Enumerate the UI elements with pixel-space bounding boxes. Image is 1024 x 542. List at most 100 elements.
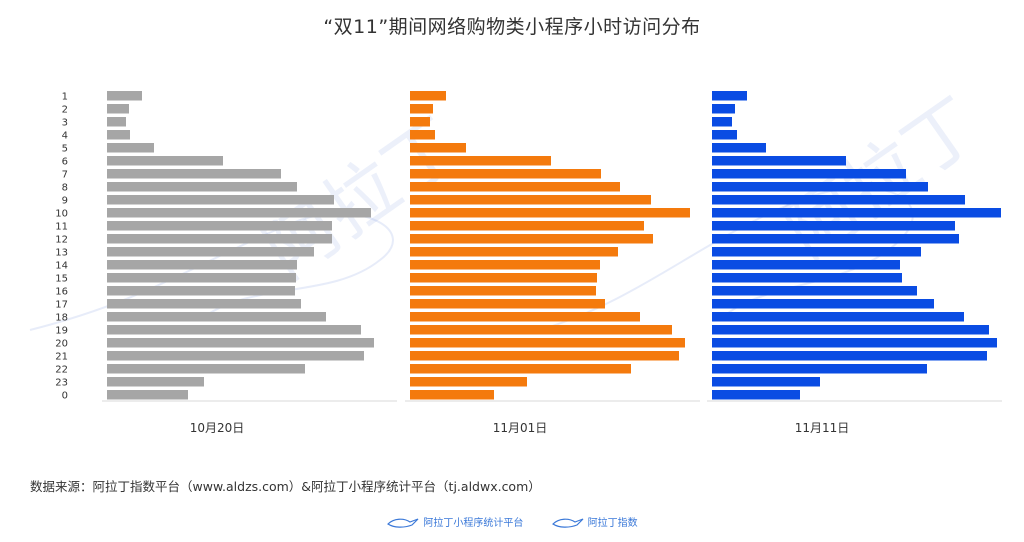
bar [410,312,640,322]
y-tick-label: 20 [55,339,68,350]
y-tick-label: 6 [62,157,68,168]
data-source-note: 数据来源：阿拉丁指数平台（www.aldzs.com）&阿拉丁小程序统计平台（t… [30,479,541,494]
bar [107,247,314,257]
bar [410,338,685,348]
bar [410,377,527,387]
panel-date-label: 10月20日 [190,421,245,435]
bar [107,351,364,361]
bar [712,286,917,296]
bar [712,91,747,101]
y-tick-label: 0 [62,391,68,402]
brand-index: 阿拉丁指数 [551,514,638,529]
bar [712,325,989,335]
bar [107,286,295,296]
bar [712,260,900,270]
bar-panel: 10月20日 [102,91,397,435]
y-tick-label: 14 [55,261,68,272]
bar [712,377,820,387]
y-tick-label: 16 [55,287,68,298]
bar [712,117,732,127]
bar [410,156,551,166]
bar [712,195,965,205]
bar [712,221,955,231]
panel-date-label: 11月11日 [795,421,850,435]
bar [107,195,334,205]
bar [107,104,129,114]
bar [410,273,597,283]
bar-panel: 11月11日 [707,91,1002,435]
bar [107,156,223,166]
bar [712,273,902,283]
bar [410,221,644,231]
bar [712,247,921,257]
bar [107,377,204,387]
y-tick-label: 15 [55,274,68,285]
y-tick-label: 9 [62,196,68,207]
bar [410,130,435,140]
footer-brands: 阿拉丁小程序统计平台 阿拉丁指数 [0,514,1024,531]
bar [712,364,927,374]
bar [107,312,326,322]
bar [712,143,766,153]
bar [107,169,281,179]
y-tick-label: 4 [62,131,68,142]
bar [410,169,601,179]
bar [712,169,906,179]
y-tick-label: 10 [55,209,68,220]
bar [107,234,332,244]
brand-index-label: 阿拉丁指数 [587,518,638,529]
bar [410,117,430,127]
bar [107,143,154,153]
bar [107,208,371,218]
bar [712,104,735,114]
y-tick-label: 13 [55,248,68,259]
bar [410,390,494,400]
bar [107,390,188,400]
bar [712,351,987,361]
bar [107,221,332,231]
y-tick-label: 23 [55,378,68,389]
bar [410,143,466,153]
y-tick-label: 17 [55,300,68,311]
bar [107,117,126,127]
bar [107,273,296,283]
y-tick-label: 18 [55,313,68,324]
bar [712,390,800,400]
bar [107,299,301,309]
aladdin-lamp-icon [387,517,419,528]
chart-title: “双11”期间网络购物类小程序小时访问分布 [323,16,701,38]
y-tick-label: 12 [55,235,68,246]
bar [410,195,651,205]
y-tick-label: 5 [62,144,68,155]
y-tick-label: 7 [62,170,68,181]
bar [410,325,672,335]
y-tick-label: 19 [55,326,68,337]
bar [712,156,846,166]
y-tick-label: 11 [55,222,68,233]
bar [107,91,142,101]
y-tick-label: 2 [62,105,68,116]
bar [107,325,361,335]
brand-stats-platform-label: 阿拉丁小程序统计平台 [423,518,524,529]
bar [107,130,130,140]
bar [107,364,305,374]
brand-stats-platform: 阿拉丁小程序统计平台 [386,514,523,529]
bar [107,260,297,270]
bar [712,338,997,348]
bar [410,351,679,361]
y-tick-label: 3 [62,118,68,129]
bar-panel: 11月01日 [405,91,700,435]
bar [107,182,297,192]
y-tick-label: 22 [55,365,68,376]
bar [410,104,433,114]
bar [712,208,1001,218]
bar [410,364,631,374]
bar [712,312,964,322]
aladdin-lamp-icon [551,517,584,528]
bar [410,247,618,257]
bar [410,91,446,101]
bar [712,130,737,140]
bar [410,260,600,270]
bar [410,208,690,218]
